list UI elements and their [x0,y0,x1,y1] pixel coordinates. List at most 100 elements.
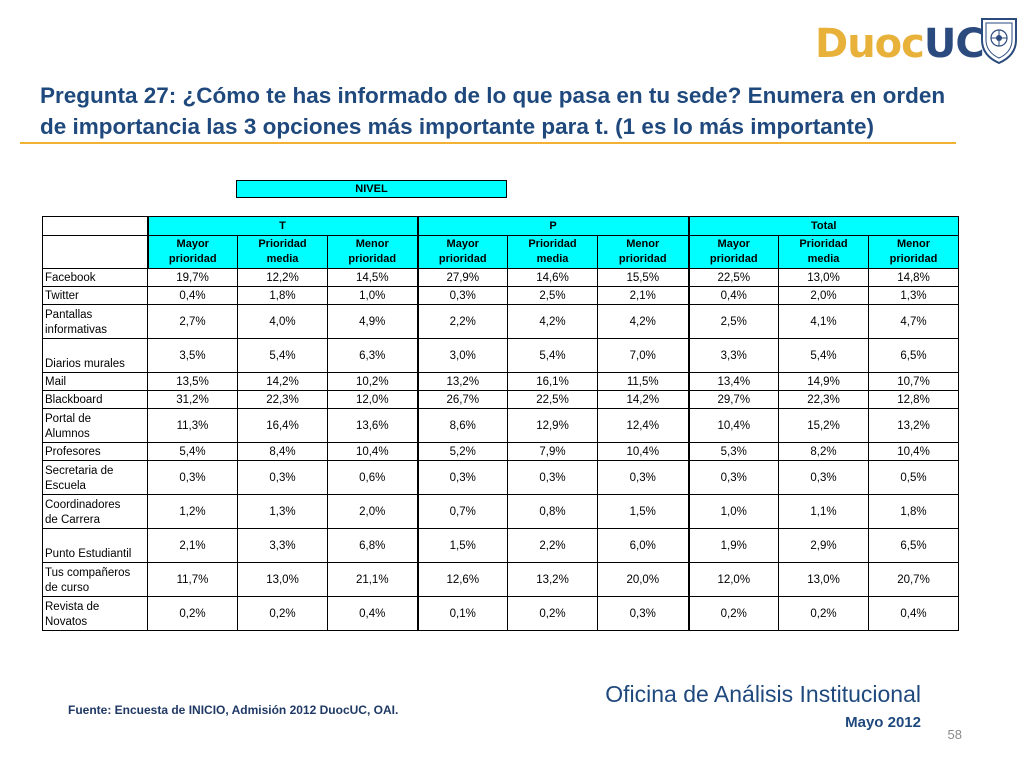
table-cell: 0,3% [597,460,689,495]
table-cell: 0,3% [687,460,779,495]
table-cell: 0,1% [416,596,508,631]
subheader-cell: Menor prioridad [327,235,418,269]
results-table: T P Total Mayor prioridad Prioridad media … [42,216,959,631]
corner-cell [42,235,148,269]
table-cell: 10,4% [597,442,689,461]
table-cell: 22,5% [687,268,779,287]
table-cell: 4,9% [327,304,418,339]
table-cell: 14,2% [597,390,689,409]
subheader-cell: Menor prioridad [597,235,689,269]
table-cell: 8,2% [778,442,869,461]
table-cell: 3,3% [687,338,779,373]
table-cell: 11,7% [147,562,238,597]
table-cell: 1,2% [147,494,238,529]
table-cell: 2,1% [147,528,238,563]
table-cell: 1,1% [778,494,869,529]
table-cell: 20,0% [597,562,689,597]
university-seal-icon [981,18,1017,64]
table-row: Facebook 19,7% 12,2% 14,5% 27,9% 14,6% 15,5% 22… [42,268,959,287]
title-underline [20,142,956,144]
row-label: Mail [42,372,148,391]
table-row: Tus compañeros de curso 11,7% 13,0% 21,1% 12,… [42,562,959,597]
table-cell: 10,4% [868,442,959,461]
row-label: Facebook [42,268,148,287]
table-cell: 0,3% [778,460,869,495]
table-cell: 0,2% [778,596,869,631]
table-cell: 2,0% [327,494,418,529]
subheader-cell: Prioridad media [507,235,598,269]
row-label: Tus compañeros de curso [42,562,148,597]
table-cell: 2,1% [597,286,689,305]
table-row: Punto Estudiantil 2,1% 3,3% 6,8% 1,5% 2,2% 6,0… [42,528,959,563]
table-cell: 0,2% [507,596,598,631]
table-cell: 5,4% [147,442,238,461]
table-cell: 0,6% [327,460,418,495]
subheader-row: Mayor prioridad Prioridad media Menor prior… [42,235,959,269]
office-name: Oficina de Análisis Institucional [605,681,921,707]
table-cell: 13,0% [237,562,328,597]
table-cell: 10,4% [687,408,779,443]
subheader-cell: Mayor prioridad [687,235,779,269]
table-cell: 0,4% [868,596,959,631]
table-cell: 13,6% [327,408,418,443]
table-cell: 15,5% [597,268,689,287]
table-cell: 10,4% [327,442,418,461]
table-cell: 2,2% [507,528,598,563]
table-cell: 6,5% [868,528,959,563]
table-cell: 22,3% [778,390,869,409]
table-cell: 5,4% [237,338,328,373]
row-label: Profesores [42,442,148,461]
table-cell: 1,5% [597,494,689,529]
table-cell: 15,2% [778,408,869,443]
table-cell: 0,4% [147,286,238,305]
subheader-cell: Menor prioridad [868,235,959,269]
table-cell: 22,3% [237,390,328,409]
table-cell: 0,3% [147,460,238,495]
table-cell: 20,7% [868,562,959,597]
table-cell: 12,6% [416,562,508,597]
table-cell: 12,0% [687,562,779,597]
group-header-total: Total [687,216,959,236]
table-cell: 1,9% [687,528,779,563]
group-header-p: P [416,216,689,236]
table-cell: 1,3% [237,494,328,529]
slide-title: Pregunta 27: ¿Cómo te has informado de l… [40,83,946,139]
table-cell: 11,3% [147,408,238,443]
table-cell: 14,9% [778,372,869,391]
table-cell: 0,4% [327,596,418,631]
table-cell: 12,2% [237,268,328,287]
table-cell: 2,7% [147,304,238,339]
table-cell: 4,1% [778,304,869,339]
table-cell: 3,0% [416,338,508,373]
table-cell: 26,7% [416,390,508,409]
group-header-t: T [146,216,418,236]
row-label: Secretaria de Escuela [42,460,148,495]
logo-duoc: Duoc [815,21,925,67]
table-cell: 8,6% [416,408,508,443]
table-cell: 0,2% [237,596,328,631]
table-row: Secretaria de Escuela 0,3% 0,3% 0,6% 0,3% 0,3%… [42,460,959,495]
logo-uc: UC [923,21,985,67]
subheader-cell: Prioridad media [778,235,869,269]
table-cell: 6,3% [327,338,418,373]
subheader-cell: Mayor prioridad [416,235,508,269]
table-cell: 2,2% [416,304,508,339]
report-date: Mayo 2012 [845,714,921,731]
group-header-row: T P Total [42,216,959,236]
row-label: Revista de Novatos [42,596,148,631]
table-cell: 0,3% [237,460,328,495]
table-cell: 14,5% [327,268,418,287]
table-cell: 13,5% [147,372,238,391]
table-cell: 4,0% [237,304,328,339]
table-cell: 1,0% [327,286,418,305]
table-row: Twitter 0,4% 1,8% 1,0% 0,3% 2,5% 2,1% 0,4% 2,0% 1… [42,286,959,305]
table-cell: 5,2% [416,442,508,461]
table-cell: 3,3% [237,528,328,563]
table-cell: 0,4% [687,286,779,305]
table-cell: 13,0% [778,268,869,287]
table-cell: 12,8% [868,390,959,409]
corner-cell [42,216,148,236]
row-label: Twitter [42,286,148,305]
row-label: Punto Estudiantil [42,528,148,563]
subheader-cell: Prioridad media [237,235,328,269]
